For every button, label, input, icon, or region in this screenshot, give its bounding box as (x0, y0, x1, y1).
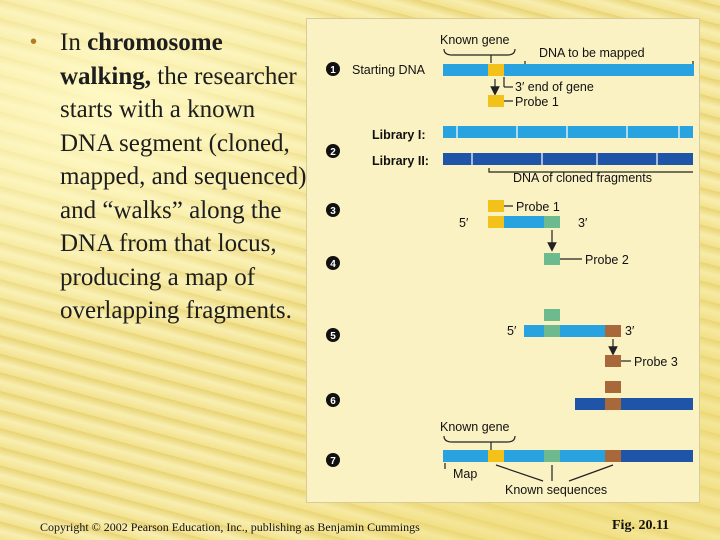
copyright-text: Copyright © 2002 Pearson Education, Inc.… (40, 520, 420, 534)
known-seq-line-3 (568, 464, 614, 482)
step3-fragment-middle (504, 216, 544, 228)
cloned-fragments-label: DNA of cloned fragments (513, 171, 652, 185)
probe1-top-block (488, 95, 504, 107)
dna-to-be-mapped-label: DNA to be mapped (539, 46, 645, 60)
map-green-block (544, 450, 560, 462)
svg-text:3: 3 (330, 206, 336, 217)
known-gene-bottom-label: Known gene (440, 420, 510, 434)
probe1-label: Probe 1 (516, 200, 560, 214)
step5-fragment-middle (560, 325, 605, 337)
probe2-label: Probe 2 (585, 253, 629, 267)
five-prime-step5: 5′ (507, 324, 517, 338)
map-gene-block (488, 450, 504, 462)
starting-dna-gene (488, 64, 504, 76)
library2-dna (443, 153, 693, 165)
bullet-post: the researcher starts with a known DNA s… (60, 62, 307, 325)
probe3-block (605, 355, 621, 367)
step-number-2: 2 (326, 144, 340, 158)
chromosome-walking-figure: 1 2 3 4 5 6 7 Known gene DNA to b (306, 18, 700, 503)
known-sequences-label: Known sequences (505, 483, 607, 497)
step-number-3: 3 (326, 203, 340, 217)
starting-dna-label: Starting DNA (352, 63, 426, 77)
probe3-label: Probe 3 (634, 355, 678, 369)
known-gene-top-bracket (443, 48, 516, 56)
probe3-hybrid-block (605, 381, 621, 393)
step3-fragment-gene (488, 216, 504, 228)
known-seq-line-1 (495, 464, 544, 482)
step-number-4: 4 (326, 256, 340, 270)
map-dna-middle (504, 450, 544, 462)
step6-fragment-brown (605, 398, 621, 410)
step6-fragment-right (621, 398, 693, 410)
known-gene-top-label: Known gene (440, 33, 510, 47)
probe2-block (544, 253, 560, 265)
step5-fragment-left (524, 325, 544, 337)
step-number-6: 6 (326, 393, 340, 407)
step-number-5: 5 (326, 328, 340, 342)
map-dna-left (443, 450, 488, 462)
step-number-1: 1 (326, 62, 340, 76)
library1-dna (443, 126, 693, 138)
step5-fragment-brown (605, 325, 621, 337)
svg-text:5: 5 (330, 331, 336, 342)
bullet-term: chromosome walking, (60, 29, 223, 90)
bullet-paragraph: In chromosome walking, the researcher st… (30, 26, 310, 328)
map-brown-block (605, 450, 621, 462)
map-dna-right (621, 450, 693, 462)
library1-label: Library I: (372, 128, 426, 142)
probe1-top-label: Probe 1 (515, 95, 559, 109)
library2-label: Library II: (372, 154, 429, 168)
starting-dna-right (504, 64, 694, 76)
known-gene-bottom-bracket (443, 435, 516, 443)
cloned-fragments-bracket (488, 168, 693, 173)
bullet-dot-icon: • (30, 31, 38, 53)
svg-text:6: 6 (330, 396, 336, 407)
map-label: Map (453, 467, 477, 481)
starting-dna-left (443, 64, 488, 76)
five-prime-step3: 5′ (459, 216, 469, 230)
three-prime-step3: 3′ (578, 216, 588, 230)
probe1-block (488, 200, 504, 212)
svg-text:4: 4 (330, 259, 336, 270)
step6-fragment-left (575, 398, 605, 410)
step3-fragment-green (544, 216, 560, 228)
svg-text:1: 1 (330, 65, 336, 76)
step5-fragment-green (544, 325, 560, 337)
svg-text:2: 2 (330, 147, 336, 158)
bullet-text-block: • In chromosome walking, the researcher … (30, 26, 310, 328)
bullet-pre: In (60, 29, 88, 56)
probe2-hybrid-block (544, 309, 560, 321)
svg-text:7: 7 (330, 456, 336, 467)
three-prime-end-label: 3′ end of gene (515, 80, 594, 94)
three-prime-step5: 3′ (625, 324, 635, 338)
figure-number: Fig. 20.11 (612, 518, 670, 533)
map-dna-middle2 (560, 450, 605, 462)
step-number-7: 7 (326, 453, 340, 467)
